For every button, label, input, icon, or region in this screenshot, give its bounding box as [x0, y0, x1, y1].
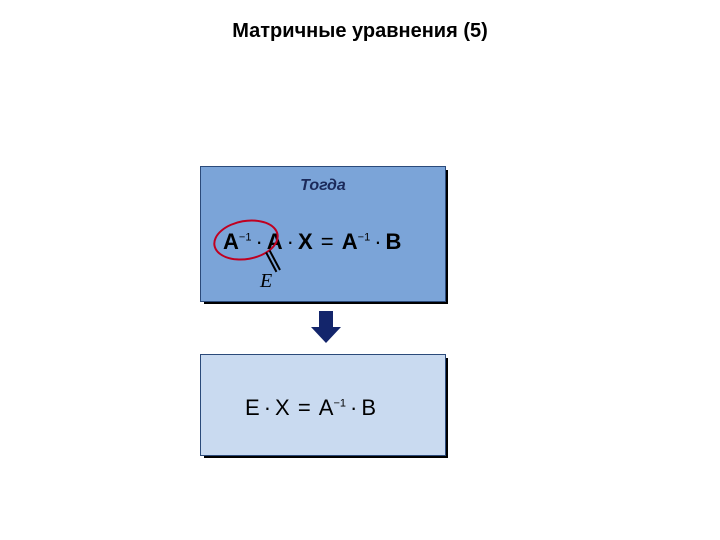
down-arrow-icon	[311, 311, 341, 343]
box2: E·X = A−1·B	[200, 354, 446, 456]
slide-title: Матричные уравнения (5)	[0, 20, 720, 43]
box1-label: Тогда	[201, 177, 445, 195]
slide: Матричные уравнения (5) Тогда A−1·A·X = …	[0, 0, 720, 540]
box2-equation: E·X = A−1·B	[245, 395, 376, 421]
identity-e-label: E	[260, 270, 272, 293]
